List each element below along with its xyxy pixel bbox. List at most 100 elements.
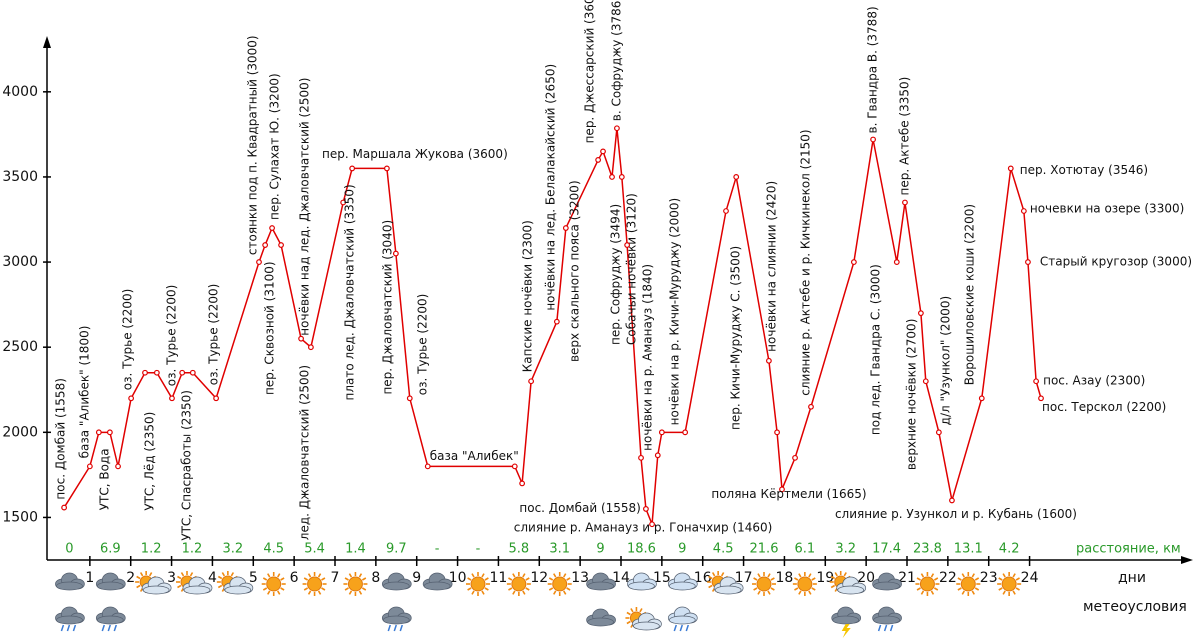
point-label: слияние р. Аманауз и р. Гоначхир (1460) (514, 521, 773, 535)
x-tick-label: 12 (530, 570, 548, 586)
x-tick-label: 23 (980, 570, 998, 586)
sun-ray (512, 573, 516, 578)
point (779, 486, 785, 493)
point (935, 429, 942, 436)
sun-ray (916, 587, 921, 591)
point-label: лед. Джаловчатский (2500) (297, 365, 311, 540)
point (179, 369, 186, 376)
point (902, 199, 908, 206)
point (643, 506, 649, 512)
sun-ray (834, 572, 838, 577)
rain (72, 624, 77, 632)
point-label: плато лед. Джаловчатский (3350) (343, 184, 357, 400)
sun-ray (303, 577, 309, 581)
sun-ray (189, 572, 194, 577)
point-label: верхние ночёвки (2700) (904, 319, 918, 471)
distance: 9 (678, 542, 686, 557)
sun-ray (139, 572, 144, 577)
point (1038, 395, 1044, 402)
weather-icon (216, 571, 254, 595)
sun-ray (639, 608, 643, 613)
sun-ray (933, 587, 939, 591)
distance: 21.6 (750, 542, 779, 557)
sun-ray (930, 573, 935, 578)
sun-ray (753, 577, 758, 581)
sun-ray (770, 587, 775, 591)
cloud (382, 581, 410, 591)
sun-ray (348, 573, 353, 578)
sun-ray (961, 590, 965, 595)
point (424, 463, 431, 470)
sun-ray (277, 573, 281, 578)
sun-ray (180, 572, 185, 577)
point-label: ночёвки на слиянии (2420) (764, 181, 778, 352)
point (392, 250, 399, 257)
sun-ray (920, 573, 925, 578)
point-label: пос. Домбай (1558) (54, 378, 68, 499)
distance: 6.1 (795, 542, 816, 557)
rain (60, 624, 65, 632)
point-label: ночёвки над лед. Джаловчатский (2500) (298, 78, 312, 336)
point (682, 429, 689, 436)
distance: 3.2 (835, 542, 856, 557)
x-axis-arrow (1181, 556, 1193, 564)
point-label: ночёвки на р. Аманауз (1840) (641, 264, 655, 451)
point-label: под лед. Гвандра С. (3000) (868, 264, 882, 435)
point (349, 165, 356, 172)
rain (889, 624, 894, 632)
point (1007, 165, 1014, 172)
x-tick-label: 6 (290, 570, 299, 586)
sun-ray (321, 587, 326, 591)
point-label: пос. Домбай (1558) (519, 501, 640, 515)
weather-icon (422, 572, 453, 591)
rain (685, 624, 689, 632)
sun-ray (974, 587, 980, 591)
weather-icon (343, 572, 368, 596)
point (609, 174, 615, 180)
weather-icon (381, 572, 412, 591)
sun-ray (361, 577, 367, 581)
point (256, 259, 262, 265)
sun-ray (525, 587, 530, 591)
point-label: база "Алибек" (430, 449, 519, 463)
sun-ray (1002, 590, 1006, 595)
point (723, 208, 729, 214)
y-tick-label: 3000 (2, 254, 38, 270)
sun-ray (794, 577, 799, 581)
sun-ray (830, 575, 836, 580)
cloud (142, 585, 170, 595)
weather-icon (302, 572, 327, 596)
x-tick-label: 7 (331, 570, 340, 586)
sun (307, 576, 323, 592)
y-tick-label: 2500 (2, 339, 38, 355)
sun-ray (957, 587, 962, 591)
cloud (714, 585, 742, 595)
point (600, 148, 606, 155)
distance-label: расстояние, км (1076, 542, 1181, 557)
weather-icon (135, 571, 172, 595)
point (86, 463, 93, 470)
point-label: ночёвки на р. Кичи-Муруджу (2000) (668, 198, 682, 426)
sun-ray (280, 587, 285, 591)
cloud (56, 581, 83, 591)
sun-ray (566, 587, 571, 591)
weather-icon (55, 606, 85, 632)
sun-ray (525, 577, 530, 581)
point (562, 225, 569, 231)
sun-ray (1002, 573, 1006, 578)
sun-ray (348, 590, 353, 595)
x-tick-label: 10 (449, 570, 467, 586)
x-tick-label: 11 (490, 570, 508, 586)
x-tick-label: 19 (816, 570, 834, 586)
sun-ray (961, 573, 965, 578)
point (383, 165, 390, 172)
sun-ray (808, 573, 812, 578)
sun-ray (221, 572, 226, 577)
cloud (96, 615, 124, 625)
sun-ray (798, 573, 802, 578)
sun-ray (548, 587, 554, 591)
x-tick-label: 5 (249, 570, 258, 586)
weather-icon (95, 572, 126, 591)
y-axis-arrow (43, 36, 51, 48)
cloud (423, 581, 451, 591)
